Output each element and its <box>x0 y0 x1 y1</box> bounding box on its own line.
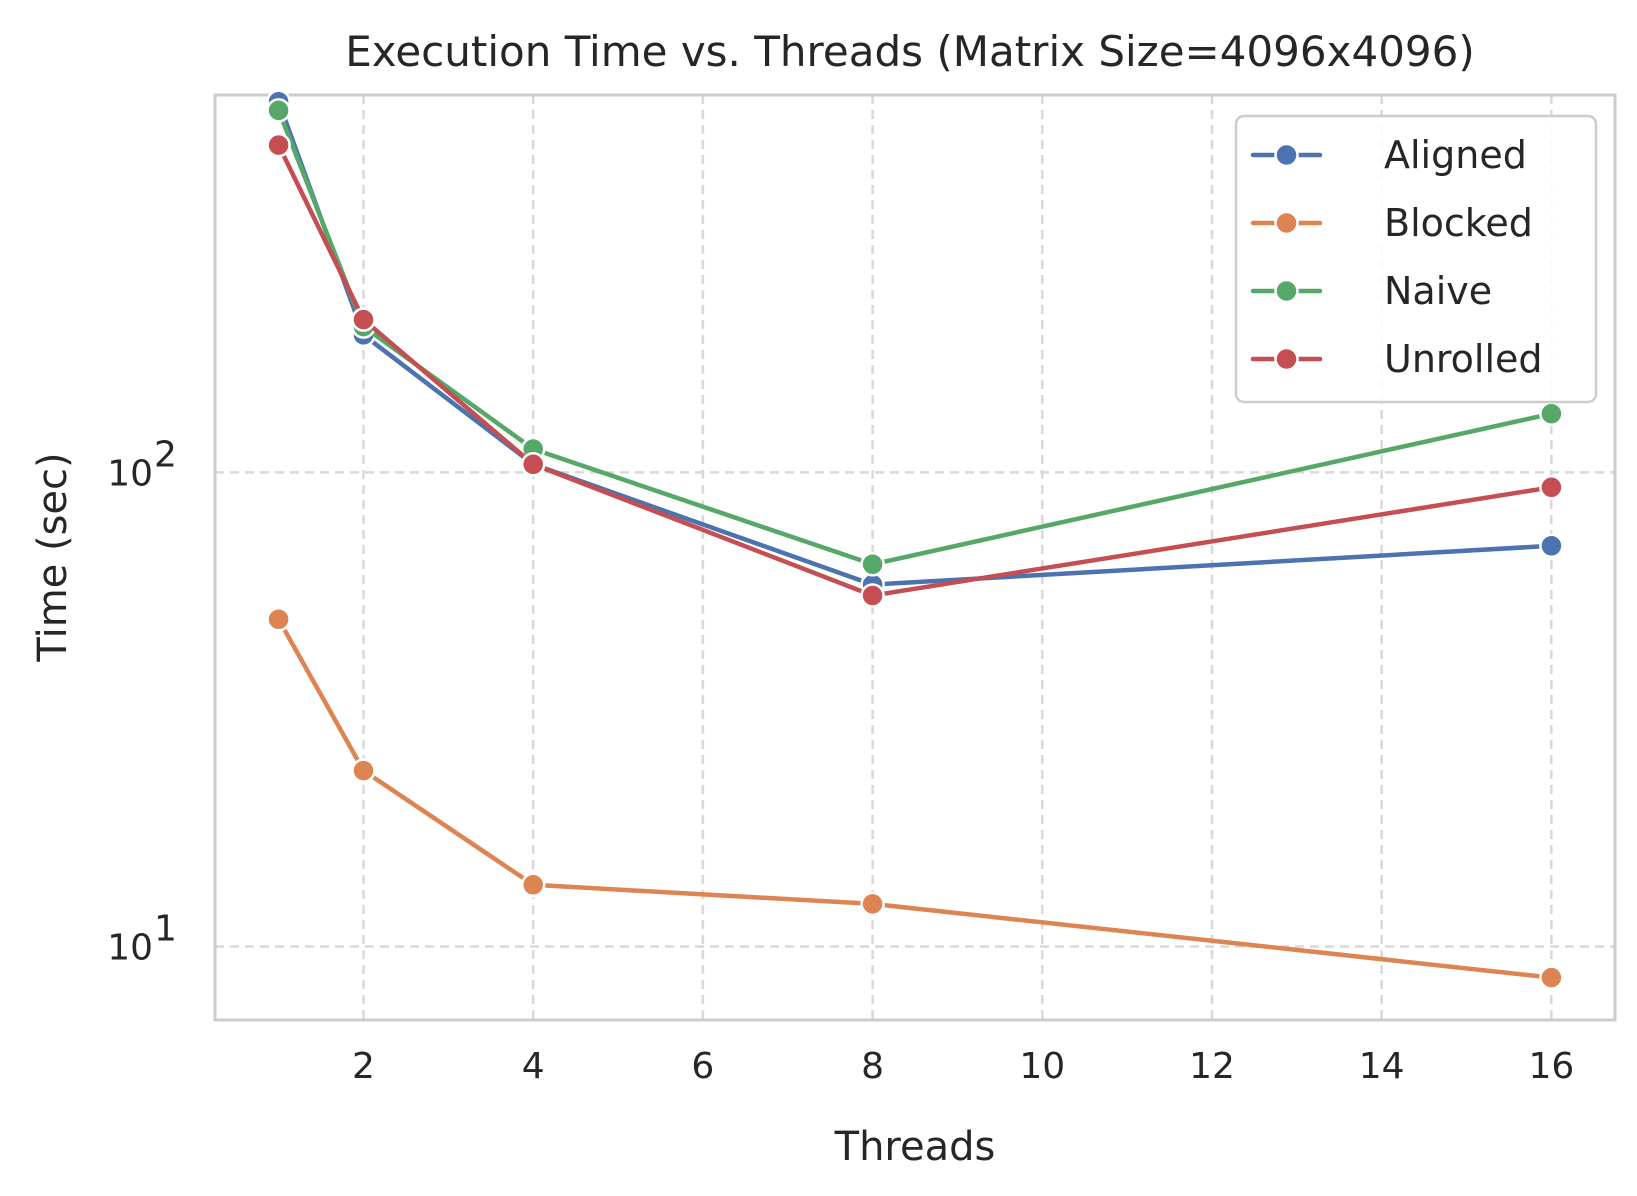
data-point <box>860 891 885 917</box>
data-point <box>520 872 546 898</box>
x-tick-label: 4 <box>522 1046 545 1087</box>
y-tick-base: 10 <box>107 453 153 494</box>
legend: Aligned Blocked Naive Unrolled <box>1234 114 1598 404</box>
data-point <box>351 307 376 332</box>
x-tick-label: 8 <box>861 1046 884 1087</box>
legend-box <box>1234 114 1598 404</box>
data-point <box>1539 533 1564 559</box>
legend-item-aligned: Aligned <box>1250 133 1527 177</box>
data-point <box>860 583 885 608</box>
legend-item-unrolled: Unrolled <box>1250 337 1543 381</box>
x-tick-label: 12 <box>1189 1046 1235 1087</box>
data-point <box>266 607 291 632</box>
legend-label: Unrolled <box>1384 337 1543 381</box>
data-point <box>266 132 291 158</box>
legend-marker <box>1274 346 1299 372</box>
data-point <box>1539 965 1564 990</box>
legend-marker <box>1274 142 1299 168</box>
legend-label: Blocked <box>1384 201 1533 245</box>
legend-item-blocked: Blocked <box>1250 201 1533 245</box>
x-tick-label: 2 <box>352 1046 375 1087</box>
data-point <box>1539 475 1564 500</box>
data-point <box>520 452 546 477</box>
chart-title: Execution Time vs. Threads (Matrix Size=… <box>345 27 1475 76</box>
series-layer <box>266 89 1564 990</box>
legend-label: Naive <box>1384 269 1492 313</box>
legend-marker <box>1274 210 1299 236</box>
data-point <box>860 552 885 577</box>
legend-marker <box>1274 278 1299 304</box>
data-point <box>266 98 291 123</box>
legend-item-naive: Naive <box>1250 269 1492 313</box>
y-tick-label: 10 2 <box>107 434 177 494</box>
y-tick-label: 10 1 <box>107 909 177 969</box>
data-point <box>1539 401 1564 426</box>
plot-frame <box>213 93 1617 1022</box>
legend-label: Aligned <box>1384 133 1527 177</box>
x-axis-label: Threads <box>834 1124 996 1170</box>
x-tick-label: 6 <box>691 1046 714 1087</box>
y-tick-base: 10 <box>107 928 153 969</box>
grid <box>215 95 1615 1020</box>
y-tick-exponent: 2 <box>154 434 177 475</box>
x-tick-label: 14 <box>1359 1046 1405 1087</box>
x-tick-label: 10 <box>1019 1046 1065 1087</box>
series-blocked <box>266 607 1564 990</box>
series-unrolled <box>266 132 1564 608</box>
y-tick-exponent: 1 <box>154 909 177 950</box>
y-axis-label: Time (sec) <box>30 452 76 662</box>
x-tick-label: 16 <box>1528 1046 1574 1087</box>
data-point <box>351 758 376 783</box>
